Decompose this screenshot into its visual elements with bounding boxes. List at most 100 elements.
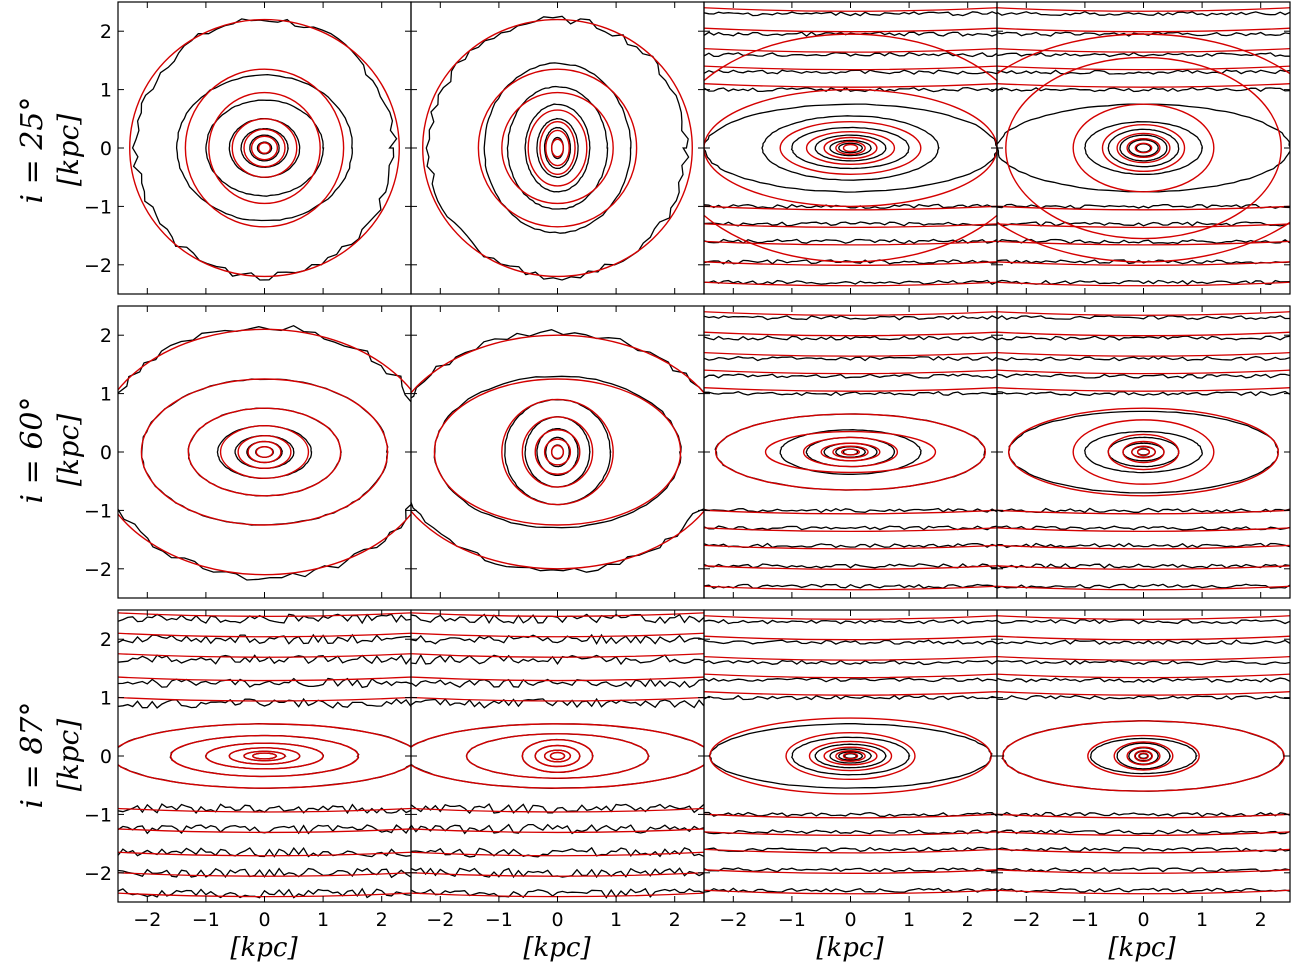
model-contour-line xyxy=(997,387,1290,392)
model-contour xyxy=(237,434,292,470)
x-tick-label: 1 xyxy=(1196,909,1208,931)
data-contour xyxy=(506,85,609,210)
data-contour-line xyxy=(704,335,997,341)
data-contour xyxy=(425,15,690,281)
data-contour xyxy=(504,398,612,506)
data-contour xyxy=(1138,753,1149,759)
model-contour-line xyxy=(411,612,704,617)
model-contour-line xyxy=(411,807,704,813)
panel-contours xyxy=(411,612,704,899)
data-contour-line xyxy=(704,203,997,209)
model-contour xyxy=(835,750,866,762)
model-contour-line xyxy=(704,205,997,211)
data-contour-line xyxy=(997,694,1290,701)
model-contour xyxy=(411,723,704,789)
panel-frame xyxy=(703,609,998,903)
panel-r2-c0: −2 −1 0 1 2 −2 −1 0 1 2 xyxy=(84,609,412,931)
panel-frame xyxy=(117,305,412,599)
data-contour-line xyxy=(997,259,1290,265)
data-contour-line xyxy=(118,697,411,709)
data-contour-line xyxy=(997,507,1290,514)
x-axis-label-1: [kpc] xyxy=(523,933,591,963)
model-contour-line xyxy=(118,676,411,682)
model-contour xyxy=(140,378,389,526)
panel-frame xyxy=(703,305,998,599)
model-contour-line xyxy=(118,653,411,658)
panel-frame xyxy=(410,305,705,599)
model-contour-line xyxy=(704,369,997,375)
model-contour xyxy=(823,746,878,766)
data-contour-line xyxy=(704,694,997,701)
data-contour xyxy=(1128,747,1159,765)
model-contour xyxy=(539,121,576,175)
model-contour-line xyxy=(997,544,1290,550)
data-contour xyxy=(835,446,867,458)
data-contour-line xyxy=(997,335,1290,341)
model-contour-line xyxy=(704,848,997,854)
model-contour xyxy=(1136,447,1151,457)
panel-contours xyxy=(704,7,997,287)
x-tick-label: 1 xyxy=(317,909,329,931)
data-contour-line xyxy=(997,639,1290,645)
data-contour xyxy=(1119,134,1168,162)
panel-r1-c3 xyxy=(996,305,1291,599)
column-axis-labels: [kpc] [kpc] [kpc] [kpc] xyxy=(230,933,1176,963)
data-contour-line xyxy=(704,373,997,379)
panel-frame xyxy=(410,1,705,295)
data-contour xyxy=(1128,139,1159,157)
model-contour-line xyxy=(997,691,1290,696)
y-tick-label: −1 xyxy=(84,196,112,218)
model-contour xyxy=(1072,419,1215,485)
model-contour xyxy=(465,733,650,779)
x-tick-label: 0 xyxy=(551,909,563,931)
data-contour-line xyxy=(704,69,997,75)
model-contour xyxy=(184,68,345,228)
model-contour-line xyxy=(118,851,411,857)
panel-r2-c2: −2 −1 0 1 2 xyxy=(703,609,998,931)
x-tick-label: −1 xyxy=(192,909,220,931)
row-label-0: i = 25° xyxy=(15,97,50,204)
data-contour xyxy=(838,751,864,761)
panel-r2-c1: −2 −1 0 1 2 xyxy=(410,609,705,931)
panel-r0-c3 xyxy=(996,1,1291,295)
data-contour xyxy=(1089,737,1198,775)
model-contour-line xyxy=(704,331,997,337)
data-contour-line xyxy=(118,654,411,665)
model-contour-line xyxy=(997,65,1290,71)
data-contour-line xyxy=(411,846,704,858)
model-contour-line xyxy=(997,655,1290,661)
x-tick-label: −1 xyxy=(778,909,806,931)
model-contour xyxy=(835,140,866,156)
model-contour-line xyxy=(118,696,411,702)
x-tick-label: −2 xyxy=(133,909,161,931)
data-contour-line xyxy=(118,677,411,689)
model-contour-line xyxy=(704,27,997,33)
data-contour xyxy=(708,723,993,789)
data-contour xyxy=(838,142,863,154)
data-contour-line xyxy=(997,619,1290,625)
model-contour xyxy=(715,413,986,491)
model-contour xyxy=(997,33,1290,263)
model-contour xyxy=(255,446,274,458)
model-contour xyxy=(550,138,565,158)
panel-r0-c2 xyxy=(703,1,998,295)
data-contour-line xyxy=(411,803,704,815)
model-contour xyxy=(521,738,594,774)
data-contour-line xyxy=(997,315,1290,321)
panel-contours xyxy=(997,615,1290,895)
panel-grid: −2 −1 0 1 2 −2 −1 0 1 2 −2 −1 0 1 2 −2 −1 0 1 2 −2 −1 0 1 2 −2 −1 0… xyxy=(84,1,1291,931)
data-contour-line xyxy=(997,221,1290,227)
model-contour-line xyxy=(704,831,997,836)
model-contour xyxy=(1126,746,1161,766)
data-contour-line xyxy=(704,659,997,666)
model-contour-line xyxy=(411,653,704,658)
data-contour-line xyxy=(997,279,1290,286)
panel-r0-c0: −2 −1 0 1 2 xyxy=(84,1,412,295)
data-contour xyxy=(1135,143,1152,153)
model-contour-line xyxy=(704,813,997,819)
model-contour-line xyxy=(997,869,1290,874)
data-contour xyxy=(814,134,887,162)
panel-frame xyxy=(703,1,998,295)
data-contour-line xyxy=(704,829,997,835)
model-contour-line xyxy=(411,851,704,857)
